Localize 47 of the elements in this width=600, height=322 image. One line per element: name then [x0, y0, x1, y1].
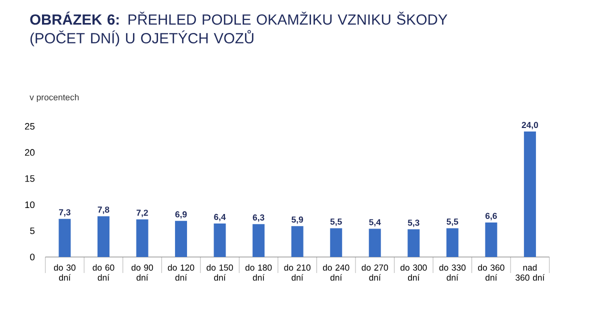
x-tick-label: do 120 dní: [168, 264, 194, 281]
data-label: 5,3: [408, 220, 420, 228]
data-label: 6,6: [485, 212, 497, 220]
data-label: 7,2: [136, 210, 148, 218]
y-tick-label: 20: [25, 149, 35, 156]
bar: [368, 228, 381, 257]
data-label: 6,4: [214, 214, 226, 222]
bar: [485, 222, 498, 257]
data-label: 6,3: [252, 214, 264, 222]
data-label: 7,8: [98, 206, 110, 214]
x-tick-label: do 300 dní: [400, 264, 427, 281]
bar: [97, 216, 110, 257]
bar: [446, 228, 458, 257]
x-tick-label: do 30 dní: [54, 264, 76, 281]
data-label: 7,3: [59, 209, 70, 217]
data-label: 5,5: [446, 218, 458, 226]
x-tick-label: do 180 dní: [245, 264, 272, 281]
x-tick-label: nad 360 dní: [516, 264, 545, 281]
x-tick-label: do 270 dní: [362, 264, 388, 281]
y-tick-label: 15: [25, 175, 35, 182]
data-label: 24,0: [522, 122, 538, 130]
y-tick-label: 25: [25, 123, 35, 130]
bar: [58, 218, 71, 257]
x-tick-label: do 60 dní: [92, 264, 114, 281]
y-tick-label: 5: [30, 228, 35, 234]
x-tick-label: do 150 dní: [206, 264, 233, 281]
chart-title: OBRÁZEK 6: PŘEHLED PODLE OKAMŽIKU VZNIKU ŠKODY (POČET DNÍ) U OJETÝCH VOZŮ: [30, 12, 448, 46]
x-tick-label: do 210 dní: [284, 264, 310, 281]
x-tick-label: do 90 dní: [132, 264, 153, 281]
bar: [175, 220, 188, 257]
y-axis-title: v procentech: [30, 94, 79, 102]
data-label: 5,9: [292, 216, 304, 224]
data-label: 5,5: [330, 218, 342, 226]
bar: [291, 226, 304, 257]
bar: [330, 228, 342, 257]
bar: [524, 132, 536, 257]
data-label: 5,4: [369, 219, 381, 227]
data-label: 6,9: [175, 211, 187, 219]
x-tick-label: do 360 dní: [478, 264, 504, 281]
bar: [408, 229, 420, 257]
y-tick-label: 0: [30, 254, 35, 260]
x-tick-label: do 330 dní: [439, 264, 466, 281]
bar: [214, 224, 226, 257]
y-tick-label: 10: [25, 201, 35, 208]
bar: [252, 224, 265, 257]
bar: [136, 219, 148, 257]
x-tick-label: do 240 dní: [322, 264, 350, 281]
